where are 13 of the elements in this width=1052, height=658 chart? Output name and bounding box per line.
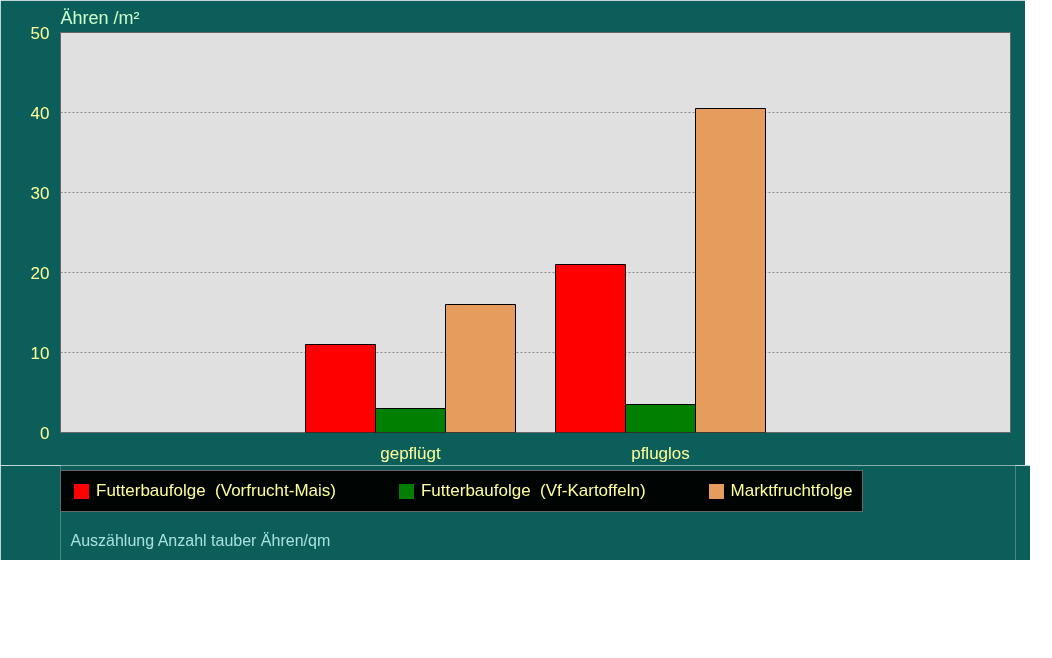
legend-label: Futterbaufolge (Vorfrucht-Mais) [96,481,336,501]
y-tick-label: 0 [40,423,50,443]
y-tick-label: 10 [30,343,50,363]
x-tick-label: gepflügt [380,443,442,463]
y-tick-label: 20 [30,263,50,283]
legend-label: Marktfruchtfolge [730,481,853,501]
y-axis-title: Ähren /m² [60,7,140,28]
legend-label: Futterbaufolge (Vf-Kartoffeln) [420,481,646,501]
y-tick-label: 50 [30,23,50,43]
y-tick-label: 30 [30,183,50,203]
y-tick-label: 40 [30,103,50,123]
x-tick-label: pfluglos [631,443,690,463]
text: Auszählung Anzahl tauber Ähren/qm [70,531,331,549]
